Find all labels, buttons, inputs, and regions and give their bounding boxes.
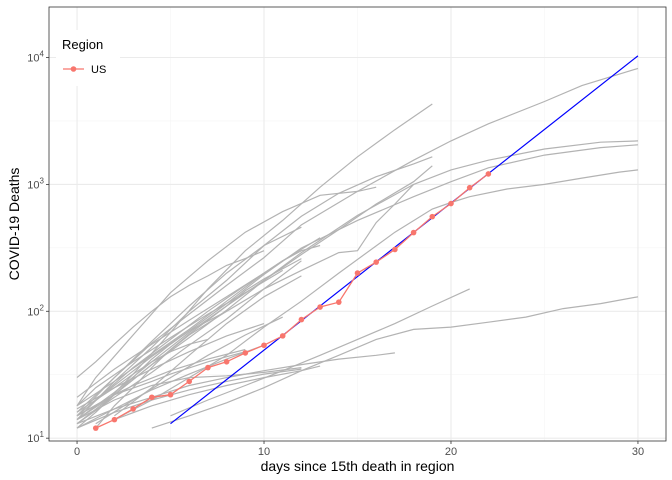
us-point bbox=[279, 333, 286, 339]
other-region-line bbox=[76, 250, 265, 379]
other-region-line bbox=[76, 183, 415, 421]
us-point bbox=[111, 416, 118, 423]
us-point bbox=[261, 342, 267, 349]
us-point bbox=[410, 229, 417, 236]
panel-border bbox=[48, 6, 667, 442]
x-tick-label: 0 bbox=[74, 446, 80, 458]
axes: 0 10 20 30 101 102 103 104 bbox=[27, 49, 644, 458]
other-region-line bbox=[114, 365, 321, 421]
us-point bbox=[336, 299, 342, 305]
reference-line bbox=[170, 55, 639, 425]
other-region-lines bbox=[76, 67, 639, 429]
y-tick-label: 104 bbox=[27, 49, 44, 64]
x-tick-label: 10 bbox=[258, 446, 270, 458]
other-region-line bbox=[76, 269, 284, 407]
us-point bbox=[205, 364, 211, 371]
other-region-line bbox=[76, 260, 302, 425]
legend-key-point bbox=[70, 66, 77, 72]
y-tick-label: 102 bbox=[27, 303, 44, 318]
other-region-line bbox=[76, 67, 639, 413]
reference-line-group bbox=[170, 55, 639, 425]
us-line bbox=[95, 173, 489, 429]
legend: Region US bbox=[56, 30, 120, 86]
us-point bbox=[242, 350, 249, 356]
grid-lines bbox=[49, 7, 666, 441]
y-tick-label: 101 bbox=[27, 430, 44, 445]
us-point bbox=[223, 358, 230, 365]
y-axis-title: COVID-19 Deaths bbox=[6, 168, 22, 281]
us-point bbox=[149, 394, 155, 401]
us-point bbox=[448, 200, 454, 207]
other-region-line bbox=[76, 244, 321, 407]
other-region-line bbox=[76, 310, 227, 429]
x-axis-title: days since 15th death in region bbox=[261, 458, 455, 474]
us-point bbox=[466, 184, 473, 191]
us-series bbox=[92, 171, 492, 431]
us-point bbox=[354, 270, 361, 276]
us-point bbox=[92, 425, 99, 431]
us-point bbox=[429, 213, 436, 220]
other-region-line bbox=[76, 351, 246, 417]
us-point bbox=[373, 259, 379, 265]
us-point bbox=[298, 316, 305, 323]
other-region-line bbox=[76, 367, 302, 421]
other-region-line bbox=[170, 288, 470, 417]
y-tick-label: 103 bbox=[27, 176, 44, 191]
legend-background bbox=[56, 30, 120, 86]
other-region-line bbox=[76, 344, 265, 429]
other-region-line bbox=[151, 296, 639, 429]
us-point bbox=[317, 304, 323, 310]
legend-title: Region bbox=[62, 37, 103, 52]
x-tick-label: 20 bbox=[445, 446, 457, 458]
us-point bbox=[130, 406, 136, 412]
legend-label-us: US bbox=[91, 64, 106, 76]
us-point bbox=[392, 246, 398, 253]
us-point bbox=[167, 391, 174, 398]
us-point bbox=[485, 171, 492, 177]
other-region-line bbox=[95, 316, 283, 425]
other-region-line bbox=[95, 258, 302, 429]
us-point bbox=[186, 378, 193, 385]
other-region-line bbox=[76, 186, 377, 407]
x-tick-label: 30 bbox=[632, 446, 644, 458]
